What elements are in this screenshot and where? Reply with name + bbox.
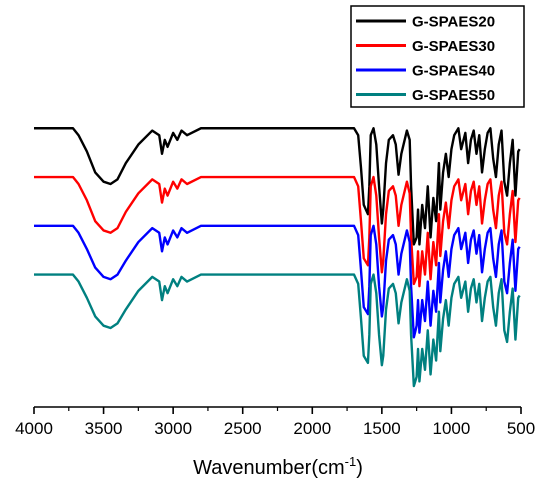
- x-tick-label: 2500: [224, 419, 262, 438]
- legend-label: G-SPAES50: [412, 87, 495, 104]
- legend-label: G-SPAES40: [412, 63, 495, 80]
- x-tick-label: 2000: [293, 419, 331, 438]
- x-ticks-layer: 4000 3500 3000 2500 2000 1500 1000 500: [15, 407, 535, 438]
- x-axis-title-suffix: ): [356, 457, 363, 479]
- legend-label: G-SPAES30: [412, 38, 495, 55]
- x-tick-label: 1500: [363, 419, 401, 438]
- legend-box: [350, 5, 525, 108]
- legend: G-SPAES20 G-SPAES30 G-SPAES40 G-SPAES50: [350, 5, 525, 108]
- x-tick-label: 1000: [433, 419, 471, 438]
- x-tick-label: 3500: [85, 419, 123, 438]
- x-tick-label: 4000: [15, 419, 53, 438]
- x-tick-label: 3000: [154, 419, 192, 438]
- x-tick-label: 500: [507, 419, 535, 438]
- x-axis-title-main: Wavenumber(cm: [193, 457, 345, 479]
- legend-items: G-SPAES20 G-SPAES30 G-SPAES40 G-SPAES50: [356, 14, 495, 104]
- legend-label: G-SPAES20: [412, 14, 495, 31]
- series-lines-layer: [34, 127, 521, 388]
- series-line-g-spaes30: [34, 175, 521, 288]
- x-axis-title: Wavenumber(cm-1): [193, 454, 363, 479]
- x-axis-title-superscript: -1: [345, 454, 357, 469]
- series-line-g-spaes40: [34, 224, 521, 339]
- series-line-g-spaes50: [34, 273, 521, 388]
- series-line-g-spaes20: [34, 127, 521, 246]
